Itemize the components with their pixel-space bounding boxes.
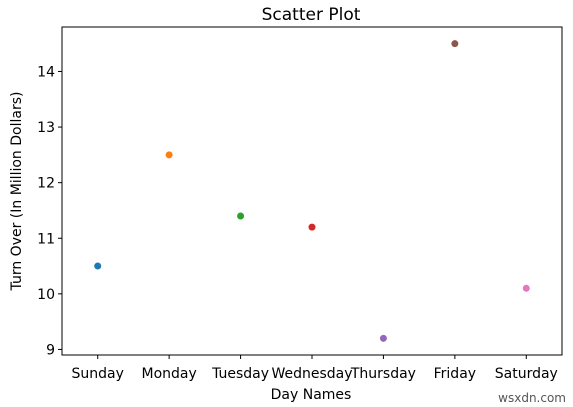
point-sunday [94, 262, 102, 270]
x-tick-label-tuesday: Tuesday [211, 366, 269, 382]
y-tick-label: 9 [46, 342, 55, 358]
y-tick-label: 11 [37, 231, 55, 247]
point-thursday [379, 334, 387, 342]
point-tuesday [237, 212, 245, 220]
x-tick-label-wednesday: Wednesday [271, 366, 352, 382]
x-tick-label-saturday: Saturday [495, 366, 558, 382]
x-tick-label-monday: Monday [142, 366, 197, 382]
watermark-text: wsxdn.com [498, 391, 566, 405]
x-tick-label-thursday: Thursday [350, 366, 416, 382]
y-axis-ticks: 9 10 11 12 13 14 [37, 64, 62, 358]
data-points [94, 40, 530, 342]
point-monday [165, 151, 173, 159]
plot-frame [61, 26, 563, 356]
y-tick-label: 12 [37, 176, 55, 192]
y-axis-label: Turn Over (In Million Dollars) [9, 92, 25, 292]
point-saturday [522, 284, 530, 292]
x-tick-label-sunday: Sunday [72, 366, 124, 382]
x-tick-label-friday: Friday [434, 366, 476, 382]
point-wednesday [308, 223, 316, 231]
x-axis-label: Day Names [271, 387, 352, 403]
y-tick-label: 14 [37, 64, 55, 80]
point-friday [451, 40, 459, 48]
y-tick-label: 10 [37, 287, 55, 303]
y-tick-label: 13 [37, 120, 55, 136]
chart-title: Scatter Plot [262, 5, 361, 25]
